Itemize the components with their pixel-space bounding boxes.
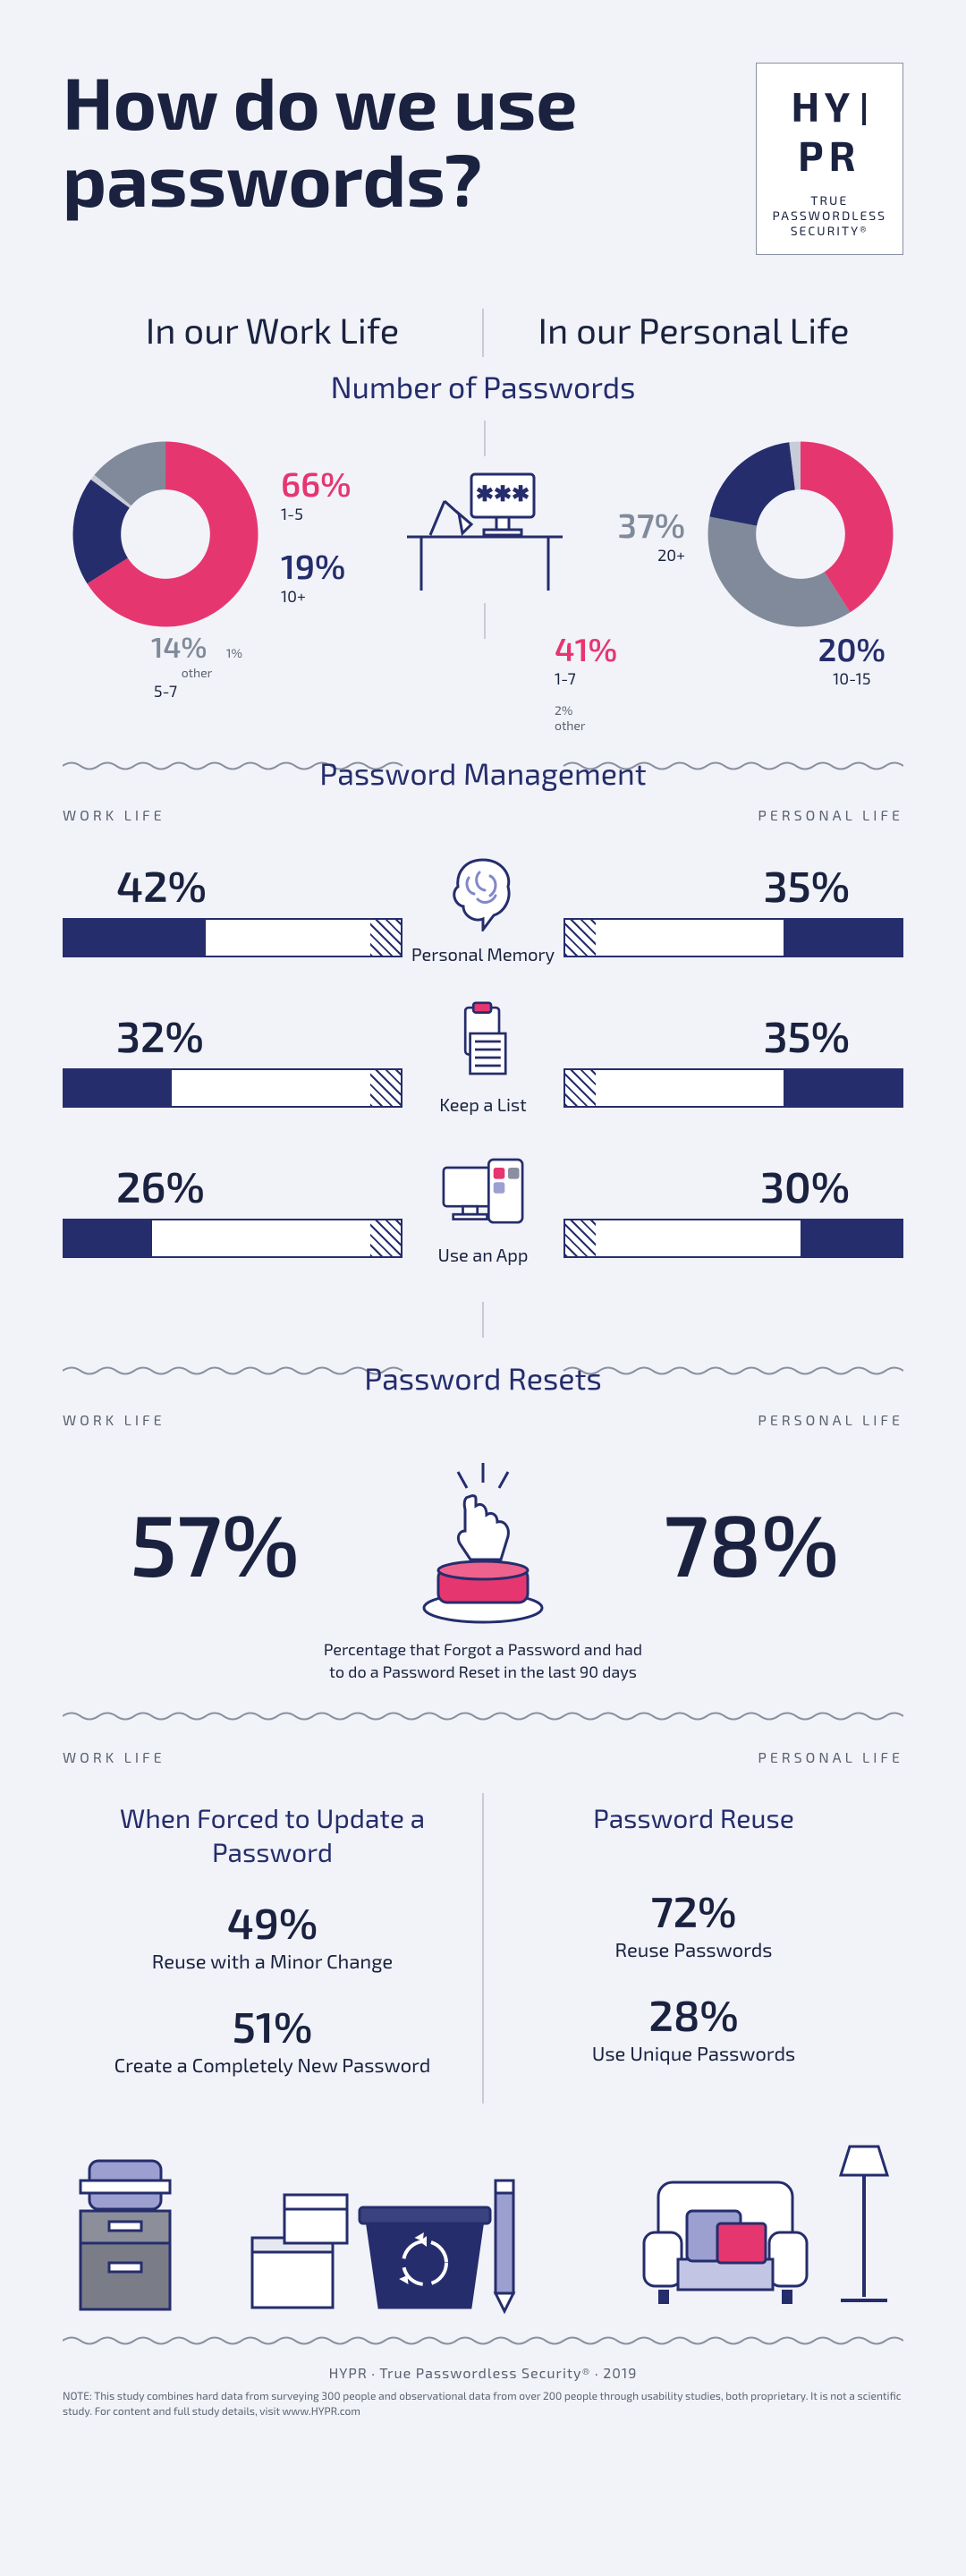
personal-1to7-label: 1-7 [555,668,617,688]
cabinet-icon [63,2148,188,2318]
section-password-resets: Password Resets [63,1359,903,1396]
reuse-minor-label: Reuse with a Minor Change [89,1950,455,1973]
app-label: Use an App [402,1245,564,1266]
reset-caption: Percentage that Forgot a Password and ha… [322,1638,644,1683]
recycle-icon [242,2148,564,2318]
personal-20plus-pct: 37% [618,504,685,545]
section-password-management: Password Management [63,754,903,791]
reset-personal-pct: 78% [599,1492,903,1594]
work-life-caps-3: WORK LIFE [63,1749,165,1766]
personal-life-caps-2: PERSONAL LIFE [758,1412,903,1429]
brand-name: HYPR [773,81,887,180]
reuse-minor-pct: 49% [89,1896,455,1948]
list-personal-pct: 35% [564,1009,903,1061]
app-work-bar [63,1219,402,1258]
donut-row: 66%1-5 19%10+ ✱✱✱ [63,421,903,648]
work-5to7-pct: 14% [151,630,207,664]
svg-text:✱✱✱: ✱✱✱ [475,480,529,506]
list-label: Keep a List [402,1094,564,1116]
app-personal-bar [564,1219,903,1258]
work-10plus-label: 10+ [281,586,306,606]
reuse-passwords-pct: 72% [511,1884,877,1936]
fine-print: NOTE: This study combines hard data from… [63,2389,903,2419]
unique-passwords-label: Use Unique Passwords [511,2042,877,2065]
app-personal-pct: 30% [564,1160,903,1211]
unique-passwords-pct: 28% [511,1988,877,2040]
new-password-label: Create a Completely New Password [89,2053,455,2077]
memory-work-pct: 42% [63,859,402,911]
brand-tagline: TRUE PASSWORDLESS SECURITY® [773,192,887,238]
work-5to7-label: 5-7 [0,681,331,701]
work-1to5-label: 1-5 [281,504,303,523]
list-work-pct: 32% [63,1009,402,1061]
reset-work-pct: 57% [63,1492,367,1594]
personal-other: 2%other [555,702,617,733]
page-title: How do we use passwords? [63,63,756,217]
wave-divider-icon-3 [63,1710,903,1722]
work-1to5-pct: 66% [281,463,352,504]
reuse-passwords-label: Reuse Passwords [511,1938,877,1961]
donut-personal [698,431,903,637]
personal-20plus-label: 20+ [657,545,685,565]
list-personal-bar [564,1068,903,1108]
clipboard-icon [438,1001,528,1082]
brand-logo-box: HYPR TRUE PASSWORDLESS SECURITY® [756,63,904,255]
memory-personal-bar [564,918,903,957]
personal-life-caps-3: PERSONAL LIFE [758,1749,903,1766]
update-password-title: When Forced to Update a Password [89,1802,455,1869]
donut-work [63,431,268,637]
devices-icon [438,1152,528,1232]
armchair-icon [617,2139,903,2318]
heading-personal-life: In our Personal Life [484,309,903,352]
wave-divider-icon-4 [63,2334,903,2347]
heading-work-life: In our Work Life [63,309,482,352]
personal-10to15-label: 10-15 [818,668,886,688]
list-work-bar [63,1068,402,1108]
work-life-caps-1: WORK LIFE [63,807,165,824]
desk-illustration: ✱✱✱ [377,421,592,648]
bottom-illustrations [63,2139,903,2318]
memory-label: Personal Memory [402,944,564,965]
finger-button-icon [367,1456,599,1629]
memory-personal-pct: 35% [564,859,903,911]
footer-text: HYPR · True Passwordless Security® · 201… [63,2365,903,2382]
work-life-caps-2: WORK LIFE [63,1412,165,1429]
personal-10to15-pct: 20% [818,630,886,668]
memory-work-bar [63,918,402,957]
new-password-pct: 51% [89,2000,455,2052]
app-work-pct: 26% [63,1160,402,1211]
work-10plus-pct: 19% [281,545,352,586]
brain-icon [438,851,528,931]
section-number-of-passwords: Number of Passwords [63,368,903,404]
password-reuse-title: Password Reuse [511,1802,877,1836]
personal-life-caps-1: PERSONAL LIFE [758,807,903,824]
